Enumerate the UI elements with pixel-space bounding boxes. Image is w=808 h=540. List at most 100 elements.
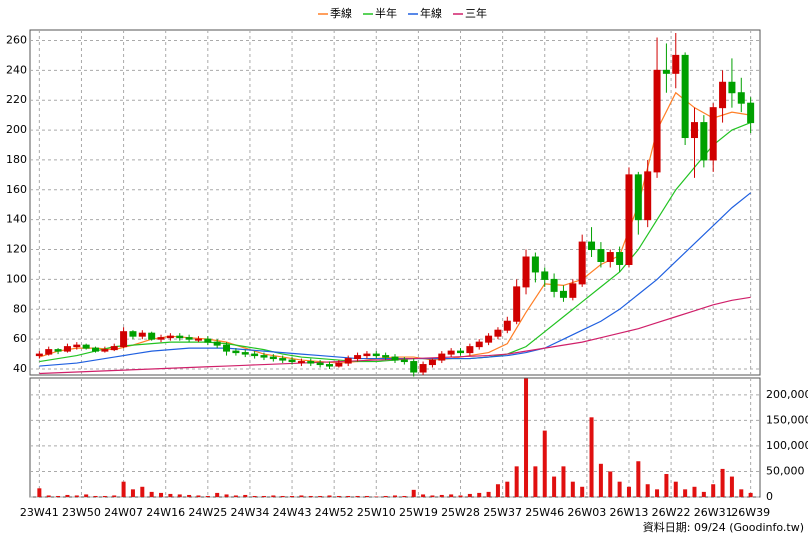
volume-bar [196,495,201,497]
volume-bar [290,495,295,497]
candle-body [438,353,446,361]
legend: 季線 半年 年線 三年 [318,6,487,20]
volume-bar [46,495,51,497]
y2-tick-label: 50,000 [766,464,805,477]
candle-body [260,355,268,358]
volume-bar [149,491,154,497]
volume-bar [130,489,135,497]
candle-body [101,349,109,352]
volume-bar [561,466,566,497]
legend-label: 三年 [465,6,487,20]
volume-bar [56,495,61,497]
x-tick-label: 26W22 [652,506,691,519]
candle-body [372,353,380,357]
candle-body [166,335,174,339]
volume-bar [524,378,529,497]
y-tick-label: 220 [6,93,27,106]
volume-bar [261,495,266,497]
x-tick-label: 26W31 [694,506,733,519]
y-tick-label: 40 [13,362,27,375]
candle-body [728,81,736,94]
candle-body [110,346,118,351]
volume-bar [692,486,697,497]
volume-bar [383,495,388,497]
volume-bar [598,463,603,497]
volume-bar [552,476,557,497]
legend-label: 年線 [420,6,442,20]
x-tick-label: 24W16 [146,506,185,519]
volume-bar [402,495,407,497]
candle-body [157,337,165,340]
candle-body [316,362,324,366]
x-tick-label: 24W43 [273,506,312,519]
candle-body [559,290,567,298]
y-tick-label: 100 [6,272,27,285]
volume-bar [449,494,454,497]
volume-bar [711,484,716,497]
volume-bar [486,491,491,497]
x-tick-label: 24W07 [104,506,143,519]
candle-body [335,362,343,367]
volume-bar [374,496,379,497]
volume-bar [636,461,641,497]
candle-body [176,335,184,339]
volume-bar [336,495,341,497]
candle-body [400,359,408,363]
candle-body [45,349,53,355]
candle-body [597,249,605,262]
candle-body [541,271,549,280]
candle-body [447,350,455,355]
volume-bar [467,493,472,497]
volume-bar [701,491,706,497]
volume-bar [177,494,182,497]
y-tick-label: 140 [6,213,27,226]
candle-body [185,337,193,340]
candle-body [737,92,745,104]
volume-bar [74,495,79,497]
volume-bar [673,481,678,497]
candle-body [35,353,43,357]
y-tick-label: 180 [6,153,27,166]
volume-bar [364,495,369,497]
candle-body [148,332,156,340]
volume-bar [683,489,688,497]
y-tick-label: 260 [6,33,27,46]
y-tick-label: 120 [6,243,27,256]
volume-bar [112,495,117,497]
candle-body [616,252,624,265]
candle-body [700,122,708,161]
candle-body [531,256,539,273]
volume-bar [626,486,631,497]
volume-bar [608,471,613,497]
candle-body [690,122,698,139]
volume-bar [159,492,164,497]
candle-body [681,54,689,139]
volume-bar [346,495,351,497]
x-tick-label: 24W52 [315,506,354,519]
volume-bar [355,495,360,497]
x-tick-label: 25W19 [399,506,438,519]
volume-bar [570,481,575,497]
volume-bar [84,494,89,497]
candle-body [129,331,137,337]
x-tick-label: 25W28 [441,506,480,519]
volume-bar [252,495,257,497]
volume-bar [729,476,734,497]
candle-body [578,241,586,285]
volume-bar [318,495,323,497]
volume-bar [411,489,416,497]
footer: 資料日期: 09/24 (Goodinfo.tw) [643,520,804,534]
candle-body [297,361,305,364]
legend-label: 半年 [375,6,397,20]
candle-body [279,358,287,361]
volume-bar [280,495,285,497]
volume-bar [739,489,744,497]
x-tick-label: 24W34 [230,506,269,519]
volume-bar [458,495,463,497]
volume-bar [477,492,482,497]
volume-bar [421,494,426,497]
volume-bar [430,495,435,497]
volume-bar [65,494,70,497]
candle-body [550,278,558,292]
y2-tick-label: 0 [766,490,773,503]
